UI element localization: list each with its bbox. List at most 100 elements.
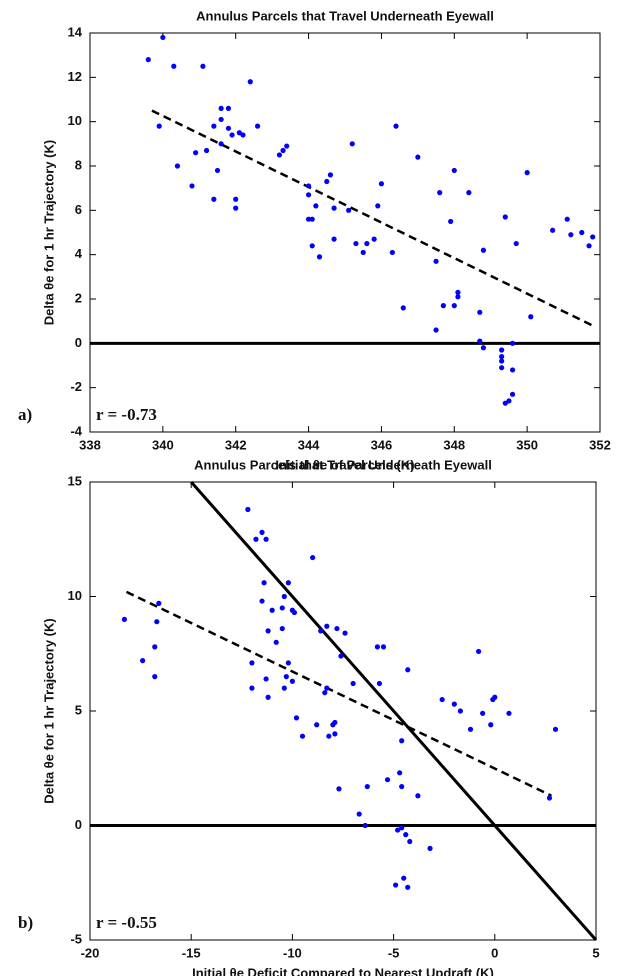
point <box>480 247 487 253</box>
point <box>439 696 445 703</box>
x-tick-label: 350 <box>516 437 538 452</box>
point <box>480 345 487 351</box>
x-tick-label: -10 <box>283 945 302 960</box>
point <box>171 63 177 69</box>
point <box>568 232 574 238</box>
point <box>353 240 359 247</box>
x-tick-label: 344 <box>298 437 320 452</box>
point <box>309 243 315 249</box>
point <box>314 722 320 728</box>
point <box>253 536 259 542</box>
x-tick-label: 0 <box>491 945 498 960</box>
x-tick-label: 340 <box>152 437 174 452</box>
point <box>389 249 395 256</box>
point <box>305 183 312 189</box>
point <box>280 147 286 154</box>
point <box>451 303 457 309</box>
point <box>509 367 516 373</box>
point <box>331 205 337 211</box>
y-tick-label: -2 <box>70 379 82 394</box>
point <box>332 719 338 726</box>
point <box>437 190 443 196</box>
point <box>499 347 505 353</box>
point <box>265 628 271 634</box>
x-tick-label: -15 <box>182 945 201 960</box>
point <box>364 240 370 247</box>
point <box>448 218 454 225</box>
point <box>356 811 362 817</box>
point <box>552 726 559 732</box>
point <box>399 825 405 831</box>
panel-label: b) <box>18 913 33 932</box>
point <box>550 227 556 233</box>
point <box>121 616 128 623</box>
panel-label: a) <box>18 405 32 424</box>
point <box>397 770 403 776</box>
point <box>281 593 287 600</box>
point <box>245 506 251 513</box>
point <box>405 884 411 890</box>
point <box>364 783 370 790</box>
point <box>400 305 406 311</box>
point <box>488 722 494 728</box>
point <box>524 170 530 176</box>
point <box>285 580 291 586</box>
point <box>405 667 411 673</box>
y-tick-label: 12 <box>68 69 82 84</box>
point <box>261 580 267 586</box>
point <box>326 733 332 739</box>
point <box>156 123 162 129</box>
point <box>467 726 474 732</box>
point <box>384 777 391 783</box>
y-axis-label: Delta θe for 1 hr Trajectory (K) <box>41 140 56 325</box>
point <box>293 715 300 721</box>
point <box>499 358 505 364</box>
point <box>546 795 553 801</box>
point <box>327 172 334 178</box>
point <box>433 327 439 333</box>
point <box>401 875 407 881</box>
plot-frame <box>89 481 597 941</box>
point <box>265 694 271 700</box>
point <box>259 529 265 535</box>
point <box>564 216 570 222</box>
point <box>249 685 255 691</box>
point <box>313 203 319 209</box>
point <box>451 167 457 174</box>
point <box>273 639 279 645</box>
x-tick-label: 348 <box>443 437 465 452</box>
point <box>477 338 483 344</box>
point <box>476 648 482 655</box>
point <box>407 838 413 845</box>
point <box>281 685 287 691</box>
point <box>218 105 224 111</box>
y-tick-label: 4 <box>75 246 83 261</box>
point <box>451 701 457 707</box>
point <box>415 154 421 160</box>
point <box>152 644 158 650</box>
y-tick-label: 0 <box>75 335 82 350</box>
point <box>174 163 181 169</box>
fit-line <box>190 481 598 941</box>
chart-title: Annulus Parcels that Travel Underneath E… <box>196 8 494 23</box>
x-tick-label: -20 <box>81 945 100 960</box>
point <box>586 243 592 249</box>
point <box>145 57 151 63</box>
point <box>480 710 486 716</box>
point <box>263 536 269 542</box>
point <box>477 309 483 315</box>
x-tick-label: 342 <box>225 437 247 452</box>
point <box>375 203 381 209</box>
point <box>310 554 316 561</box>
point <box>324 178 330 185</box>
point <box>399 738 405 744</box>
point <box>509 340 516 346</box>
point <box>279 605 285 611</box>
point <box>225 105 232 111</box>
point <box>283 674 289 680</box>
point <box>233 196 239 202</box>
point <box>346 207 352 213</box>
point <box>318 628 324 634</box>
point <box>189 183 195 189</box>
